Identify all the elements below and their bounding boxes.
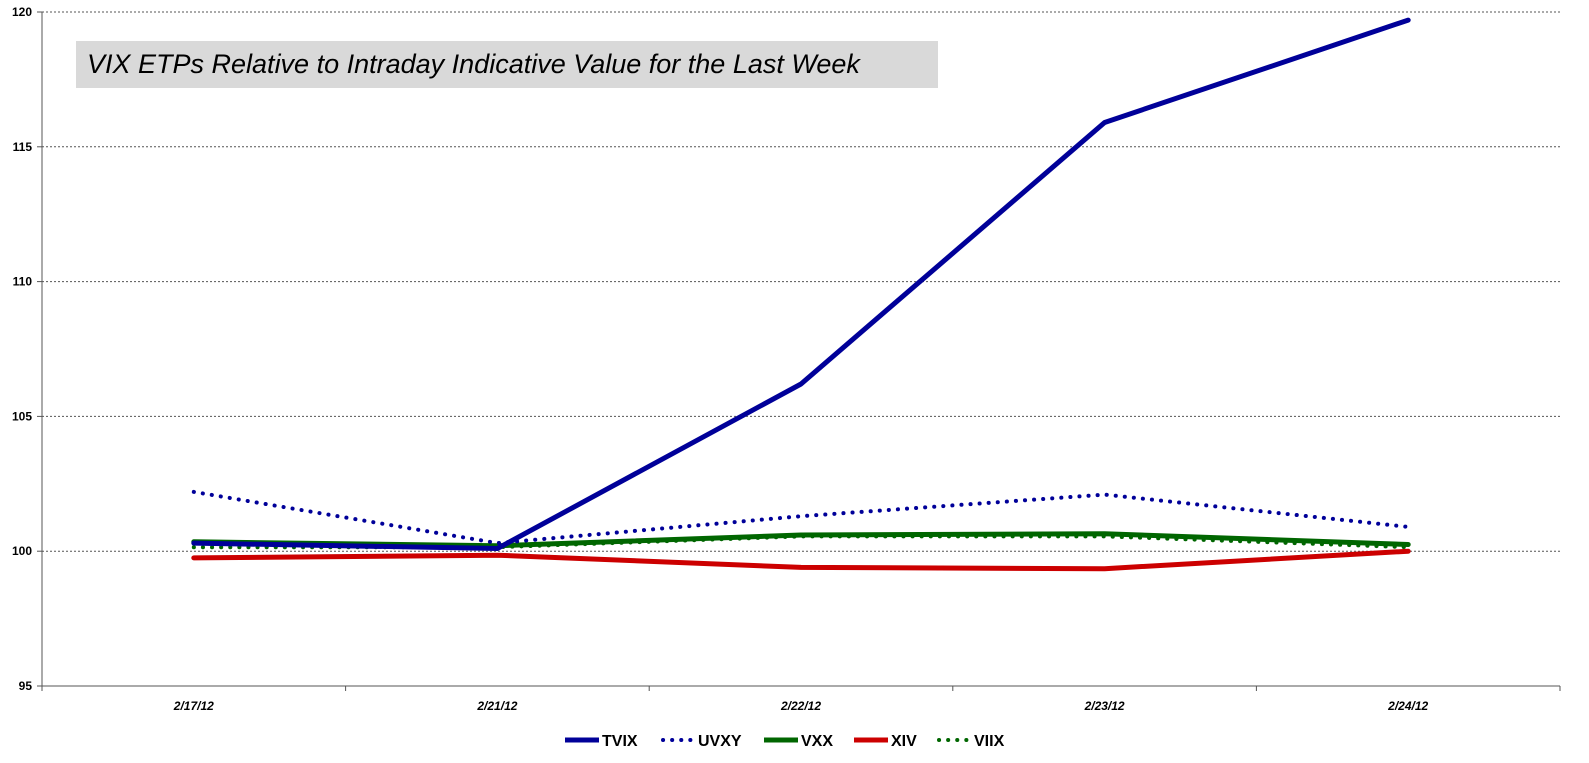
y-tick-label: 115 — [13, 140, 33, 154]
x-tick-label: 2/24/12 — [1387, 699, 1428, 713]
legend-label-xiv: XIV — [891, 733, 917, 750]
legend-label-uvxy: UVXY — [698, 733, 742, 750]
x-tick-label: 2/21/12 — [476, 699, 517, 713]
legend-label-tvix: TVIX — [602, 733, 638, 750]
chart-title: VIX ETPs Relative to Intraday Indicative… — [87, 49, 860, 79]
series-lines — [191, 17, 1411, 572]
chart-title-box: VIX ETPs Relative to Intraday Indicative… — [76, 41, 938, 88]
x-tick-label: 2/17/12 — [173, 699, 214, 713]
y-tick-label: 100 — [12, 544, 32, 558]
series-line-uvxy — [191, 489, 1411, 546]
legend-label-viix: VIIX — [974, 733, 1005, 750]
series-line-tvix — [191, 17, 1411, 551]
y-tick-label: 120 — [12, 5, 32, 19]
gridlines — [42, 11, 1560, 552]
legend: TVIX UVXY VXX XIV VIIX — [565, 733, 1005, 750]
x-tick-label: 2/22/12 — [780, 699, 821, 713]
axes: 95 100 105 110 115 120 2/17/12 2/21/12 2/22/12 2/… — [12, 5, 1561, 713]
legend-label-vxx: VXX — [801, 733, 833, 750]
y-tick-label: 105 — [12, 409, 32, 423]
y-tick-label: 95 — [19, 679, 33, 693]
series-line-xiv — [191, 548, 1411, 572]
x-tick-label: 2/23/12 — [1084, 699, 1125, 713]
y-tick-label: 110 — [13, 275, 33, 289]
